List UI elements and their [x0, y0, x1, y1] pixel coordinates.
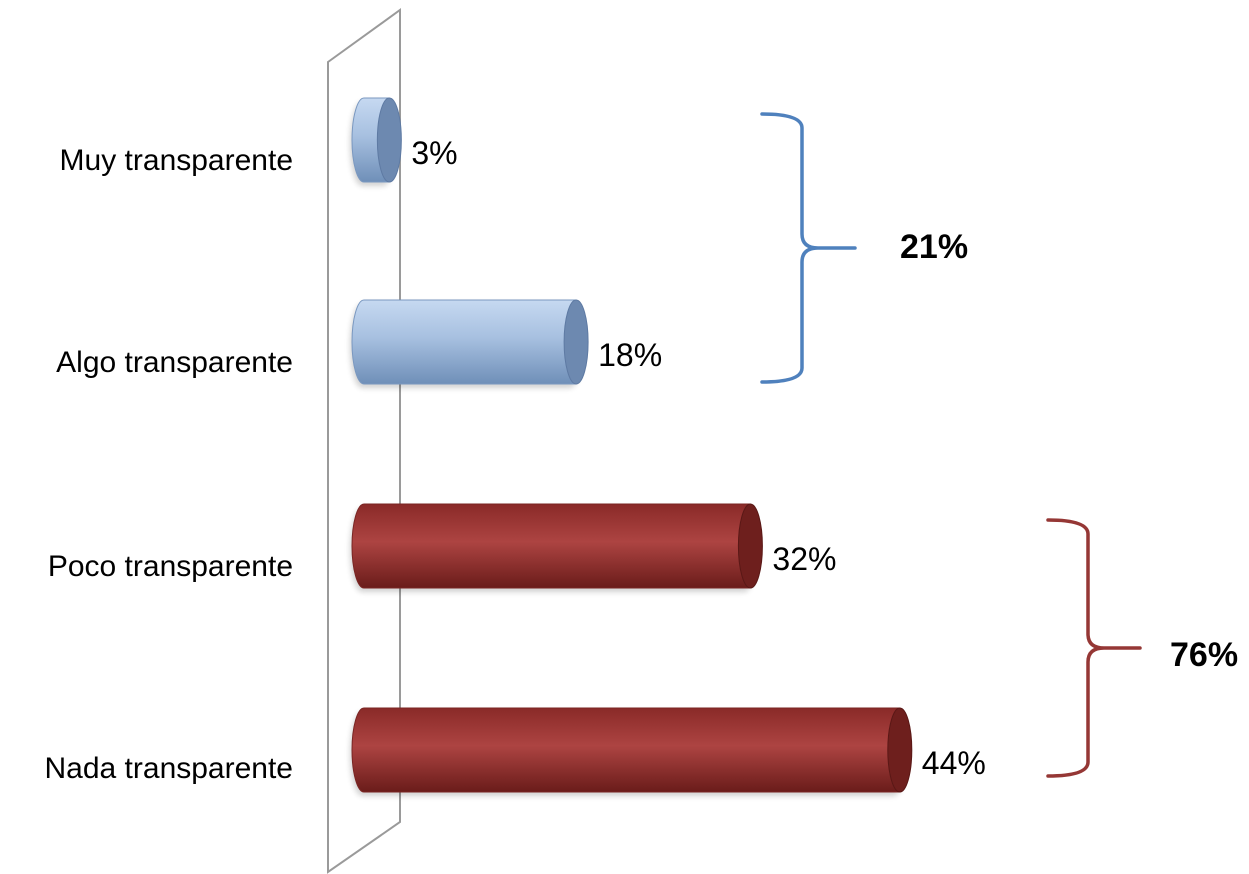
- group-total-label: 76%: [1170, 636, 1238, 674]
- bar-end-cap: [737, 503, 763, 589]
- value-label-nada-transparente: 44%: [922, 745, 986, 781]
- category-label-algo-transparente: Algo transparente: [56, 346, 293, 379]
- value-label-poco-transparente: 32%: [772, 541, 836, 577]
- bars-layer: [350, 97, 913, 796]
- bar-body: [351, 707, 901, 793]
- bar-end-cap: [376, 97, 402, 183]
- brace-path: [760, 112, 857, 384]
- bar-algo-transparente: [350, 299, 589, 388]
- value-label-algo-transparente: 18%: [598, 337, 662, 373]
- category-label-muy-transparente: Muy transparente: [60, 144, 293, 177]
- bar-muy-transparente: [350, 97, 402, 186]
- groups-layer: 21% 76%: [760, 112, 1238, 778]
- axis-wall: [327, 8, 401, 874]
- category-label-nada-transparente: Nada transparente: [45, 752, 294, 785]
- group-total-label: 21%: [900, 228, 968, 266]
- bar-poco-transparente: [350, 503, 763, 592]
- bar-body: [351, 503, 751, 589]
- value-label-muy-transparente: 3%: [411, 135, 457, 171]
- brace-path: [1046, 518, 1142, 778]
- group-brace-2: 76%: [1046, 518, 1238, 778]
- group-brace-1: 21%: [760, 112, 968, 384]
- bar-nada-transparente: [350, 707, 913, 796]
- bar-end-cap: [887, 707, 913, 793]
- labels-layer: Muy transparente 3% Algo transparente 18% Po…: [45, 135, 986, 785]
- category-label-poco-transparente: Poco transparente: [48, 550, 293, 583]
- bar-body: [351, 299, 577, 385]
- bar-end-cap: [563, 299, 589, 385]
